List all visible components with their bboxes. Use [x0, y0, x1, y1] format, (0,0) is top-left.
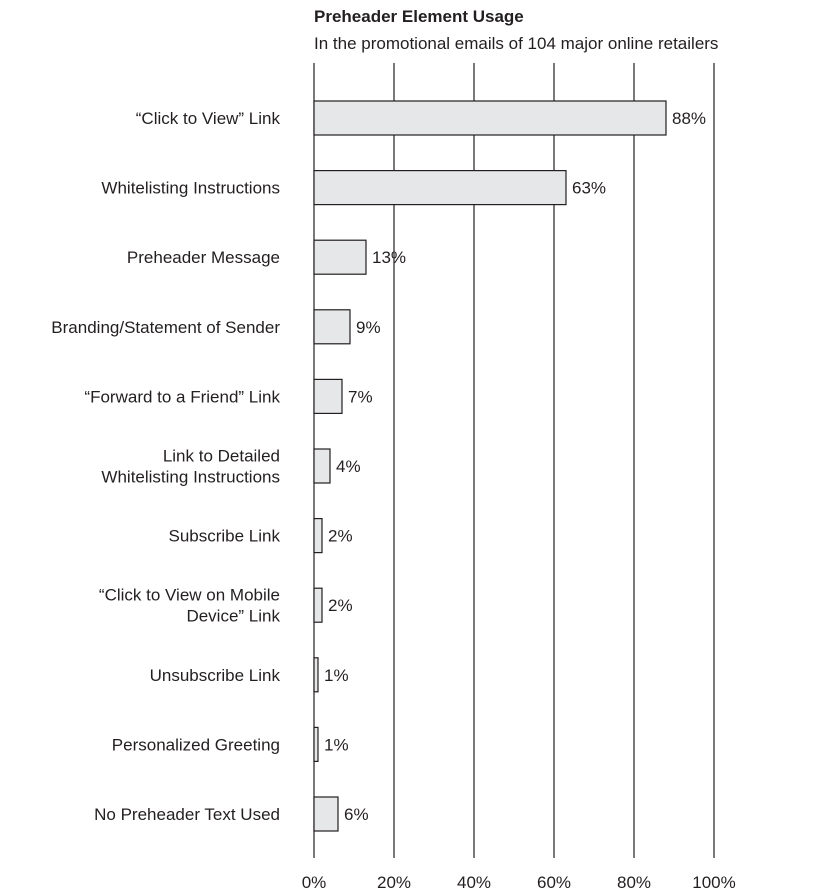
bar	[313, 657, 319, 693]
bar	[313, 517, 323, 554]
bar	[313, 726, 319, 763]
x-tick-label: 0%	[302, 873, 327, 892]
category-label: Personalized Greeting	[112, 735, 280, 754]
value-label: 63%	[572, 179, 606, 198]
x-tick-label: 100%	[692, 873, 735, 892]
category-label: No Preheader Text Used	[94, 805, 280, 824]
bar	[313, 239, 367, 275]
value-label: 4%	[336, 457, 361, 476]
value-labels: 88% 63% 13% 9% 7% 4% 2% 2% 1% 1% 6%	[324, 109, 706, 824]
category-label: Whitelisting Instructions	[101, 468, 280, 487]
category-label: “Forward to a Friend” Link	[84, 387, 280, 406]
x-tick-label: 60%	[537, 873, 571, 892]
x-tick-labels: 0% 20% 40% 60% 80% 100%	[302, 873, 736, 892]
bar	[313, 100, 667, 136]
category-label: Whitelisting Instructions	[101, 179, 280, 198]
value-label: 13%	[372, 248, 406, 267]
category-label: Subscribe Link	[168, 527, 280, 546]
bar	[313, 587, 323, 623]
value-label: 1%	[324, 735, 349, 754]
category-label: Device” Link	[186, 607, 280, 626]
category-label: Preheader Message	[127, 248, 280, 267]
bar	[313, 448, 331, 484]
category-label: Link to Detailed	[163, 447, 280, 466]
value-label: 9%	[356, 318, 381, 337]
category-label: Unsubscribe Link	[150, 666, 281, 685]
x-tick-label: 20%	[377, 873, 411, 892]
value-label: 7%	[348, 387, 373, 406]
bar	[313, 309, 351, 345]
value-label: 1%	[324, 666, 349, 685]
chart-title: Preheader Element Usage	[314, 7, 524, 26]
category-label: Branding/Statement of Sender	[51, 318, 280, 337]
bar	[313, 170, 567, 206]
category-label: “Click to View on Mobile	[99, 586, 280, 605]
value-label: 6%	[344, 805, 369, 824]
x-tick-label: 40%	[457, 873, 491, 892]
value-label: 88%	[672, 109, 706, 128]
bars	[313, 100, 667, 832]
category-label: “Click to View” Link	[136, 109, 281, 128]
bar	[313, 378, 343, 414]
x-tick-label: 80%	[617, 873, 651, 892]
category-labels: “Click to View” Link Whitelisting Instruc…	[51, 109, 280, 824]
value-label: 2%	[328, 596, 353, 615]
bar	[313, 796, 339, 832]
chart-subtitle: In the promotional emails of 104 major o…	[314, 34, 718, 53]
value-label: 2%	[328, 527, 353, 546]
